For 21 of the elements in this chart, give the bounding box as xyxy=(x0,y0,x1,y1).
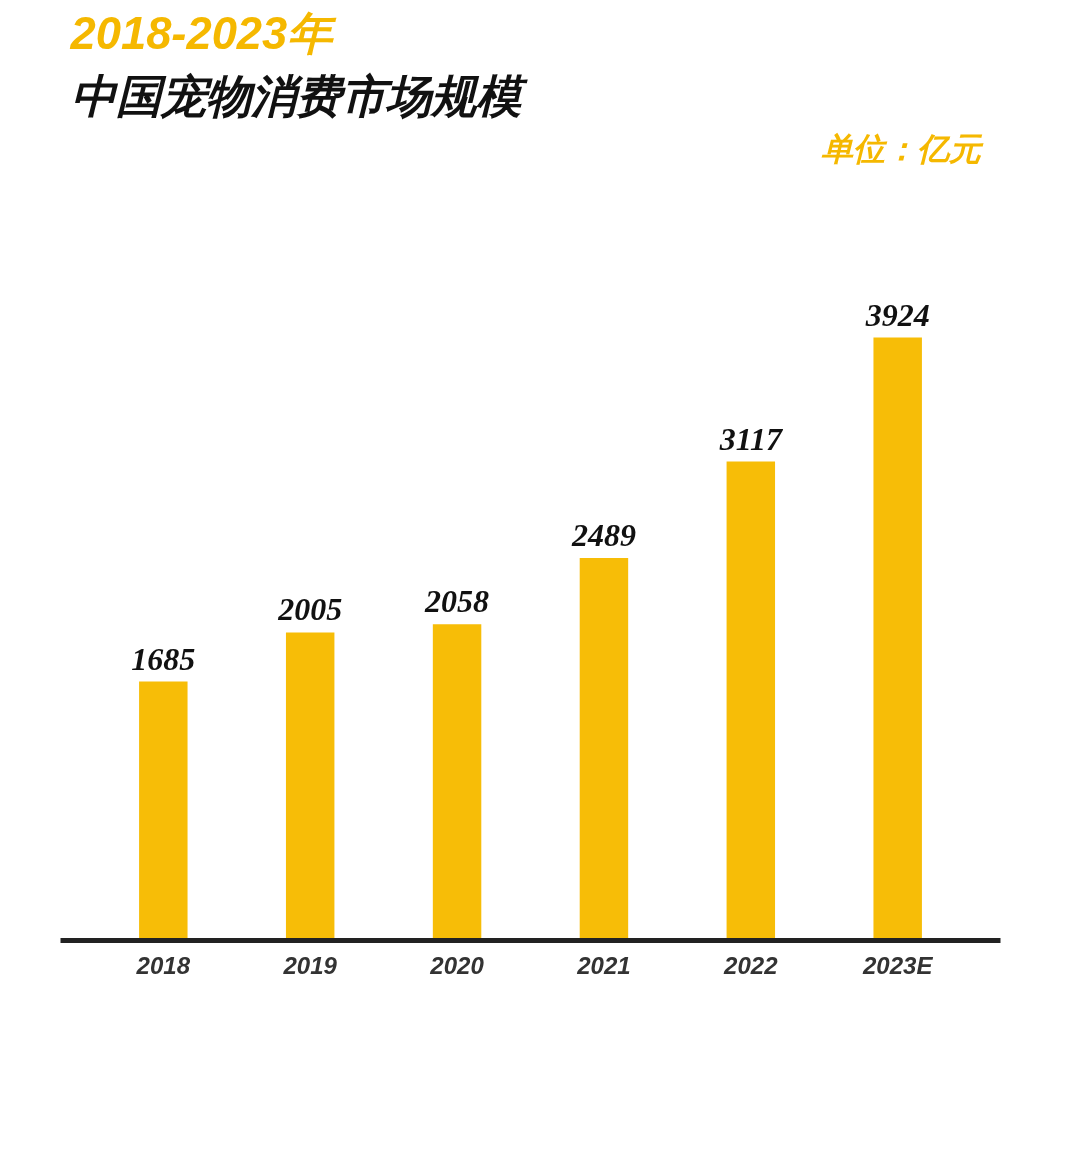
data-label: 3924 xyxy=(864,296,930,333)
bar xyxy=(726,461,776,941)
chart-title: 2018-2023年 xyxy=(69,7,338,59)
x-tick-label: 2022 xyxy=(723,951,779,979)
data-label: 2058 xyxy=(424,583,490,620)
x-tick-label: 2018 xyxy=(135,951,191,979)
text: 单位：亿元 xyxy=(820,130,984,167)
bar xyxy=(285,632,335,941)
chart-subtitle: 中国宠物消费市场规模 xyxy=(70,70,528,122)
bar xyxy=(432,624,482,941)
data-label: 3117 xyxy=(718,420,784,457)
data-label: 2005 xyxy=(277,591,343,628)
x-tick-label: 2023E xyxy=(861,951,934,979)
bar xyxy=(139,681,188,941)
data-label: 2489 xyxy=(570,517,636,554)
x-tick-label: 2019 xyxy=(282,951,338,979)
bar xyxy=(873,337,922,941)
bar xyxy=(579,558,629,941)
data-label: 1685 xyxy=(131,640,196,677)
x-tick-label: 2020 xyxy=(429,951,485,979)
x-tick-label: 2021 xyxy=(576,951,631,979)
